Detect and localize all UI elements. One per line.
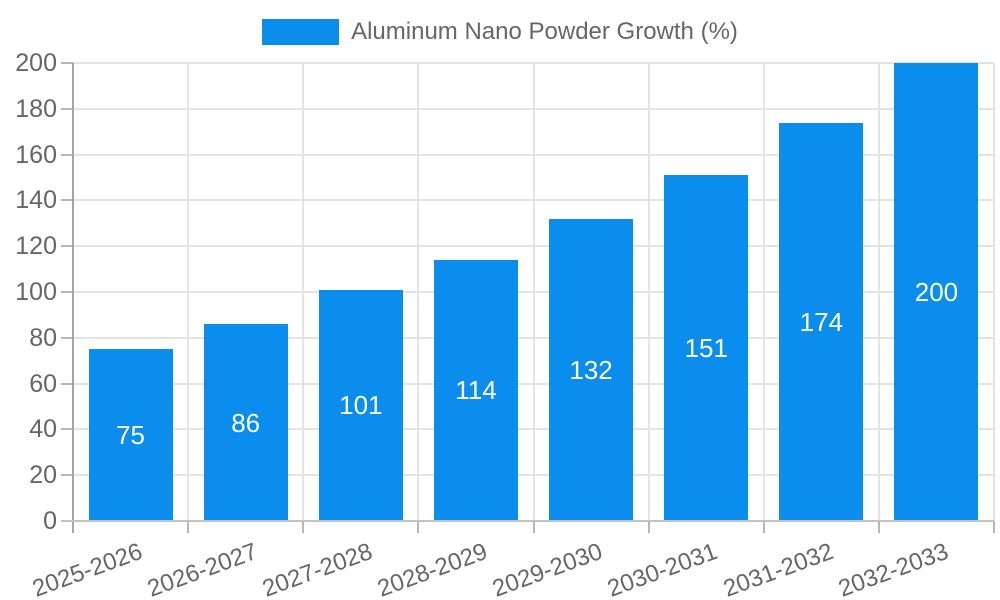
x-tick-label: 2031-2032 (719, 538, 837, 600)
legend-marker (262, 19, 340, 45)
x-tick-label: 2029-2030 (489, 538, 607, 600)
legend: Aluminum Nano Powder Growth (%) (0, 13, 1000, 51)
y-tick-label: 60 (29, 369, 57, 398)
y-tick (61, 474, 73, 477)
y-tick-label: 80 (29, 323, 57, 352)
bar[interactable] (549, 218, 634, 521)
y-tick (61, 291, 73, 293)
bar-value-label: 132 (569, 354, 613, 385)
x-tick (762, 521, 765, 533)
x-tick (647, 521, 650, 533)
bar-value-label: 86 (231, 407, 261, 438)
bar-value-label: 114 (455, 375, 497, 406)
y-tick-label: 140 (15, 186, 57, 215)
bar[interactable] (203, 324, 288, 521)
bar-value-label: 151 (684, 333, 728, 364)
y-axis-line (72, 63, 74, 533)
x-tick-label: 2032-2033 (834, 538, 952, 600)
y-tick (61, 245, 73, 248)
bar-value-label: 75 (116, 420, 146, 451)
legend-item[interactable]: Aluminum Nano Powder Growth (%) (262, 18, 738, 46)
y-tick (61, 382, 73, 385)
y-tick-label: 100 (15, 278, 57, 306)
y-grid-line (73, 336, 994, 339)
bar[interactable] (433, 259, 518, 521)
legend-label: Aluminum Nano Powder Growth (%) (351, 18, 738, 45)
x-tick (302, 521, 305, 533)
y-tick (61, 62, 73, 64)
bar-value-label: 101 (339, 390, 383, 421)
x-axis-line (61, 520, 994, 522)
bar[interactable] (779, 122, 864, 521)
bar[interactable] (318, 289, 403, 521)
x-tick-label: 2026-2027 (143, 538, 261, 600)
y-grid-line (73, 291, 994, 293)
bar[interactable] (894, 63, 979, 521)
x-tick (417, 521, 420, 533)
y-tick-label: 40 (29, 415, 57, 444)
y-tick (61, 199, 73, 202)
x-tick (187, 521, 190, 533)
y-tick (61, 153, 73, 156)
bar[interactable] (88, 349, 173, 521)
x-tick (532, 521, 535, 533)
y-tick (61, 336, 73, 339)
x-tick (993, 521, 995, 533)
x-tick-label: 2027-2028 (258, 538, 377, 600)
bar-value-label: 174 (799, 306, 843, 337)
y-grid-line (73, 107, 994, 110)
y-tick-label: 120 (15, 232, 57, 261)
y-tick (61, 107, 73, 110)
y-grid-line (73, 382, 994, 385)
y-grid-line (73, 62, 994, 64)
y-grid-line (73, 153, 994, 156)
y-tick (61, 428, 73, 431)
y-grid-line (73, 474, 994, 477)
y-grid-line (73, 428, 994, 431)
bar-value-label: 200 (914, 277, 959, 307)
bar[interactable] (664, 175, 749, 521)
y-tick-label: 180 (15, 94, 57, 123)
y-grid-line (73, 245, 994, 248)
x-tick-label: 2028-2029 (374, 538, 492, 600)
x-tick-label: 2025-2026 (28, 538, 146, 600)
y-tick-label: 160 (15, 140, 57, 169)
x-grid-line (993, 63, 995, 521)
x-tick (877, 521, 880, 533)
y-tick-label: 20 (29, 461, 57, 490)
y-grid-line (73, 199, 994, 202)
x-tick-label: 2030-2031 (604, 538, 722, 600)
y-tick-label: 200 (15, 49, 57, 77)
y-tick-label: 0 (43, 507, 57, 535)
